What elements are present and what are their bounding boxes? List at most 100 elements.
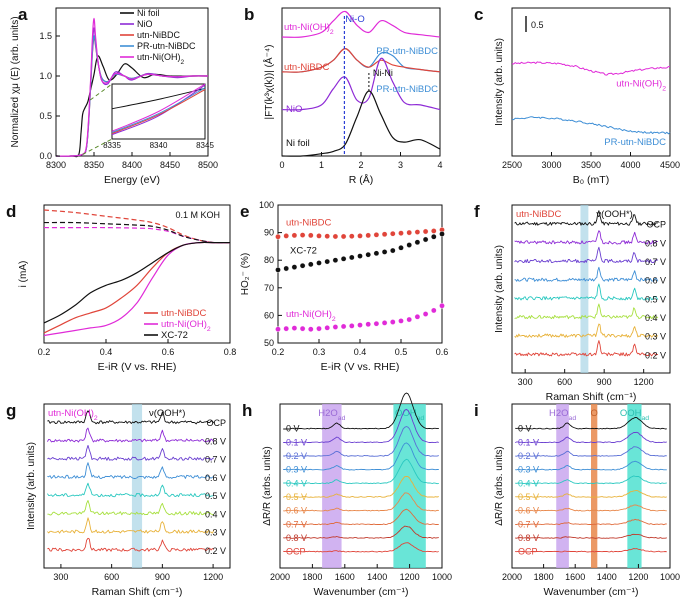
panel-f: f OCP 0.8 V 0.7 V 0.6 V 0.5 V 0.4 V 0.3 V 0.2 V 3… bbox=[474, 202, 671, 403]
raman-trace bbox=[47, 482, 214, 498]
ir-trace bbox=[515, 504, 667, 512]
panel-a: a 8300 8350 8400 8450 8500 Energy (eV) 0.0 0.5 1.… bbox=[10, 5, 218, 186]
annotation: Ni-O bbox=[345, 14, 365, 25]
x-tick-label: 0.2 bbox=[38, 347, 51, 357]
raman-trace bbox=[47, 444, 215, 461]
data-point bbox=[414, 229, 421, 235]
series-utn-Ni(OH)2 bbox=[55, 17, 209, 157]
ir-trace bbox=[283, 476, 439, 498]
inset-line bbox=[111, 83, 206, 132]
annotation: NiO bbox=[286, 104, 302, 115]
y-axis-label: Normalized χμ (E) (arb. units) bbox=[10, 16, 21, 147]
data-point bbox=[340, 323, 347, 330]
data-point bbox=[299, 262, 306, 269]
legend-label: utn-Ni(OH)2 bbox=[161, 319, 211, 333]
ir-trace bbox=[515, 446, 667, 457]
band-label: ν(OOH*) bbox=[596, 209, 632, 220]
x-axis-label: Raman Shift (cm⁻¹) bbox=[546, 391, 637, 403]
raman-trace bbox=[514, 230, 658, 245]
inset-tick-label: 8345 bbox=[196, 141, 214, 150]
x-tick-label: 1000 bbox=[660, 572, 680, 582]
panel-d: d 0.2 0.4 0.6 0.8 E-iR (V vs. RHE) i (mA) 0.1 M… bbox=[6, 202, 236, 373]
y-tick-label: 50 bbox=[264, 338, 274, 348]
annotation: utn-NiBDC bbox=[284, 62, 330, 73]
data-point bbox=[365, 251, 372, 258]
data-point bbox=[373, 250, 380, 257]
potential-label: 0.3 V bbox=[518, 465, 539, 475]
data-point bbox=[307, 232, 314, 239]
data-point bbox=[389, 319, 396, 325]
annotation: Ni-Ni bbox=[373, 68, 393, 78]
data-point bbox=[414, 313, 421, 320]
legend-label: NiO bbox=[137, 19, 153, 29]
panel-letter: h bbox=[242, 401, 252, 420]
ir-trace bbox=[283, 442, 439, 471]
data-point bbox=[324, 233, 331, 239]
potential-label: 0.8 V bbox=[205, 436, 226, 446]
data-point bbox=[398, 244, 404, 251]
potential-label: 0.3 V bbox=[205, 528, 226, 538]
data-point bbox=[291, 264, 298, 270]
potential-label: 0.4 V bbox=[205, 509, 226, 519]
potential-label: 0.1 V bbox=[518, 437, 539, 447]
panel-frame bbox=[43, 204, 231, 344]
raman-trace bbox=[514, 246, 659, 264]
potential-label: 0.6 V bbox=[286, 506, 307, 516]
y-tick-label: 90 bbox=[264, 228, 274, 238]
data-point bbox=[389, 247, 396, 254]
zoom-guide bbox=[82, 138, 113, 155]
data-point bbox=[307, 261, 314, 268]
raman-trace bbox=[514, 323, 659, 338]
x-axis-label: Raman Shift (cm⁻¹) bbox=[92, 586, 183, 598]
potential-label: OCP bbox=[286, 547, 306, 557]
x-tick-label: 8450 bbox=[160, 160, 180, 170]
legend-label: utn-Ni(OH)2 bbox=[137, 52, 185, 66]
data-point bbox=[275, 326, 281, 333]
raman-trace bbox=[514, 303, 659, 320]
series-label: XC-72 bbox=[290, 245, 317, 256]
data-point bbox=[357, 253, 363, 259]
x-tick-label: 0.5 bbox=[395, 347, 408, 357]
data-point bbox=[422, 236, 429, 243]
x-tick-label: 1000 bbox=[432, 572, 452, 582]
panel-letter: e bbox=[240, 202, 249, 221]
potential-label: 0.6 V bbox=[645, 276, 666, 286]
x-tick-label: 600 bbox=[557, 377, 572, 387]
band-label: O bbox=[590, 408, 597, 419]
series-PR-utn-NiBDC bbox=[511, 116, 671, 135]
legend-label: XC-72 bbox=[161, 330, 188, 341]
ir-trace bbox=[283, 542, 439, 553]
raman-trace bbox=[514, 283, 659, 301]
potential-label: OCP bbox=[646, 220, 666, 230]
panel-h: h H2Oad OOHad 0 V 0.1 V 0.2 V 0.3 V 0.4 V 0.5 V 0… bbox=[242, 392, 452, 598]
raman-trace bbox=[514, 210, 659, 226]
ir-trace bbox=[515, 416, 667, 430]
x-tick-label: 0.8 bbox=[224, 347, 237, 357]
potential-label: 0.2 V bbox=[518, 451, 539, 461]
annotation: utn-Ni(OH)2 bbox=[284, 22, 334, 36]
data-point bbox=[324, 258, 331, 265]
data-point bbox=[373, 232, 380, 238]
potential-label: 0 V bbox=[286, 424, 300, 434]
x-tick-label: 3 bbox=[398, 160, 403, 170]
series-utn-Ni(OH)2 bbox=[281, 10, 441, 38]
band-label: OOHad bbox=[395, 408, 424, 422]
data-point bbox=[283, 265, 290, 272]
data-point bbox=[324, 325, 331, 331]
data-point bbox=[381, 320, 388, 326]
x-tick-label: 0.4 bbox=[354, 347, 367, 357]
potential-label: 0.5 V bbox=[286, 492, 307, 502]
y-axis-label: HO₂⁻ (%) bbox=[240, 253, 251, 296]
data-point bbox=[422, 228, 429, 235]
panel-frame bbox=[279, 403, 443, 569]
data-point bbox=[439, 302, 445, 309]
vooh-band bbox=[580, 205, 589, 373]
series-utn-Ni(OH)2 ring bbox=[43, 226, 231, 244]
ir-trace bbox=[283, 508, 439, 526]
x-tick-label: 300 bbox=[518, 377, 533, 387]
x-tick-label: 1200 bbox=[203, 572, 223, 582]
potential-label: OCP bbox=[206, 418, 226, 428]
x-tick-label: 300 bbox=[53, 572, 68, 582]
ir-trace bbox=[515, 518, 667, 526]
x-tick-label: 4500 bbox=[660, 160, 680, 170]
